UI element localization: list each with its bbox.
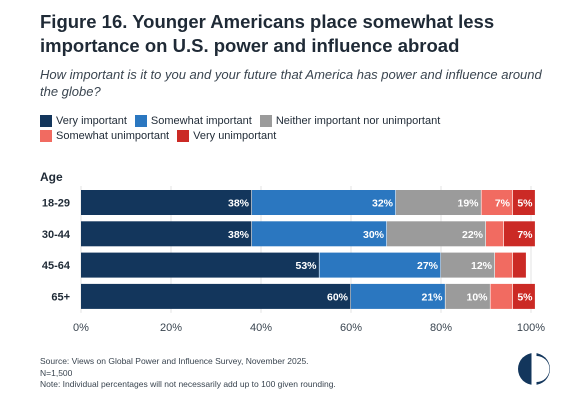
sample-size: N=1,500 <box>40 367 73 378</box>
bar-segment <box>396 190 481 215</box>
logo-divider <box>531 352 537 386</box>
legend-label-somewhat-important: Somewhat important <box>150 114 252 127</box>
data-label: 5% <box>517 291 533 303</box>
data-label: 22% <box>462 229 484 241</box>
chart-title: Figure 16. Younger Americans place somew… <box>40 11 495 56</box>
chart-subtitle: How important is it to you and your futu… <box>40 67 542 99</box>
bar-segment <box>513 283 535 309</box>
data-label: 53% <box>295 260 317 272</box>
bar-segment <box>495 252 513 278</box>
bar-segment <box>252 221 387 247</box>
bar-segment <box>441 252 495 278</box>
data-label: 5% <box>517 198 533 210</box>
bar-segment <box>504 221 535 247</box>
legend-row-1: Very important Somewhat important Neithe… <box>40 113 560 128</box>
bar-segment <box>481 190 513 215</box>
legend-label-very-important: Very important <box>56 114 127 127</box>
data-label: 60% <box>327 291 349 303</box>
legend-item-very-important: Very important <box>40 114 127 127</box>
legend-swatch-very-important <box>40 114 52 127</box>
x-tick-label: 60% <box>340 322 362 334</box>
bar-segment <box>387 221 486 247</box>
legend-swatch-neither <box>259 114 272 127</box>
y-axis-title: Age <box>40 170 63 184</box>
bar-segment <box>486 221 504 247</box>
bar-segment <box>319 252 441 278</box>
bar-segment <box>81 283 351 309</box>
data-label: 38% <box>228 198 250 210</box>
data-label: 21% <box>421 291 443 303</box>
bar-segment <box>513 252 526 278</box>
x-tick-label: 80% <box>430 322 452 334</box>
legend-row-2: Somewhat unimportant Very unimportant <box>40 128 560 143</box>
logo-crescent <box>536 356 550 382</box>
legend-swatch-somewhat-unimportant <box>40 129 52 142</box>
legend-swatch-somewhat-important <box>134 114 147 127</box>
legend-item-very-unimportant: Very unimportant <box>177 129 277 142</box>
legend-item-somewhat-unimportant: Somewhat unimportant <box>40 129 170 142</box>
bar-segment <box>81 221 252 247</box>
bar-segment <box>252 190 396 215</box>
legend: Very important Somewhat important Neithe… <box>40 113 560 143</box>
data-label: 7% <box>517 229 533 241</box>
x-tick-label: 20% <box>160 322 182 334</box>
bar-segment <box>490 283 513 309</box>
bar-segment <box>445 283 490 309</box>
y-tick-label: 30-44 <box>42 229 71 241</box>
bar-segment <box>351 283 445 309</box>
legend-item-somewhat-important: Somewhat important <box>134 114 252 127</box>
legend-swatch-very-unimportant <box>177 129 190 142</box>
y-tick-label: 18-29 <box>42 198 70 210</box>
bar-segment <box>81 190 252 215</box>
legend-item-neither: Neither important nor unimportant <box>259 114 441 127</box>
y-tick-label: 45-64 <box>42 260 71 272</box>
data-label: 10% <box>466 291 488 303</box>
data-label: 19% <box>457 198 479 210</box>
x-tick-label: 40% <box>250 322 272 334</box>
x-tick-label: 100% <box>517 322 545 334</box>
legend-label-very-unimportant: Very unimportant <box>193 129 277 142</box>
data-label: 30% <box>363 229 385 241</box>
legend-label-neither: Neither important nor unimportant <box>275 114 441 127</box>
rounding-note: Note: Individual percentages will not ne… <box>40 379 336 389</box>
source-note: Source: Views on Global Power and Influe… <box>40 356 309 366</box>
stacked-bar-chart: 18-29 38% 32% 19% 7% 5% 30-44 38% 30% 22% 7% 45-64 5… <box>42 186 545 334</box>
data-label: 12% <box>471 260 493 272</box>
y-tick-label: 65+ <box>51 291 70 303</box>
x-tick-label: 0% <box>73 322 89 334</box>
organization-logo-icon <box>518 352 550 386</box>
data-label: 7% <box>495 198 511 210</box>
bar-segment <box>81 252 319 278</box>
bar-segment <box>513 190 535 215</box>
data-label: 32% <box>372 198 394 210</box>
chart-footer: Source: Views on Global Power and Influe… <box>40 356 500 391</box>
legend-label-somewhat-unimportant: Somewhat unimportant <box>56 129 170 142</box>
data-label: 27% <box>417 260 439 272</box>
data-label: 38% <box>228 229 250 241</box>
